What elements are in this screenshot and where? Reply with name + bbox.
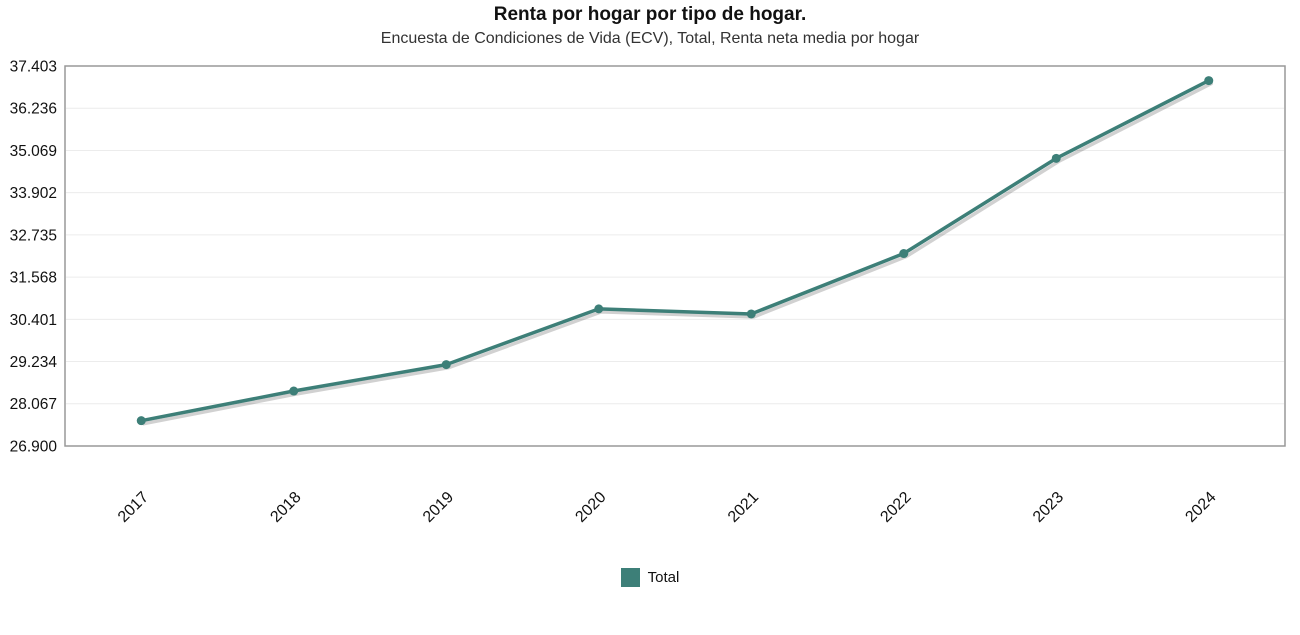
y-axis-tick-label: 36.236 [10,101,57,118]
y-axis-tick-label: 35.069 [10,143,57,160]
x-axis-tick-label: 2017 [115,489,152,526]
y-axis-tick-label: 31.568 [10,270,57,287]
data-point-2022 [899,249,909,259]
x-axis-tick-label: 2022 [877,489,914,526]
line-chart: 26.900 28.067 29.234 30.401 31.568 32.735 33.9… [10,58,1286,526]
chart-subtitle: Encuesta de Condiciones de Vida (ECV), T… [380,29,920,47]
y-axis-tick-label: 28.067 [10,396,57,413]
y-axis-tick-label: 30.401 [10,312,57,329]
x-axis-tick-label: 2023 [1030,489,1067,526]
x-axis-tick-label: 2020 [572,489,609,526]
series-line-shadow [142,81,1213,426]
legend-label-total: Total [647,569,680,586]
chart-area: 26.900 28.067 29.234 30.401 31.568 32.735 33.9… [0,54,1300,554]
y-axis-tick-label: 37.403 [10,58,57,75]
data-point-2018 [289,386,299,396]
x-axis-tick-label: 2019 [420,489,457,526]
data-point-2019 [441,360,451,370]
y-axis-tick-label: 32.735 [10,227,57,244]
data-point-2023 [1051,153,1061,163]
chart-title: Renta por hogar por tipo de hogar. [493,4,807,25]
y-axis-tick-label: 33.902 [10,185,57,202]
series-line-total [139,78,1211,423]
x-axis-tick-label: 2021 [725,489,762,526]
x-axis-tick-label: 2018 [267,489,304,526]
data-point-2021 [746,309,756,319]
y-axis-tick-label: 29.234 [10,354,58,371]
data-point-2017 [136,416,146,426]
data-point-2020 [594,304,604,314]
plot-area [64,65,1286,447]
x-axis-tick-label: 2024 [1182,489,1219,526]
y-axis-tick-label: 26.900 [10,438,58,455]
data-point-2024 [1204,76,1214,86]
legend-swatch-total [620,568,640,587]
chart-legend: Total [0,568,1300,587]
